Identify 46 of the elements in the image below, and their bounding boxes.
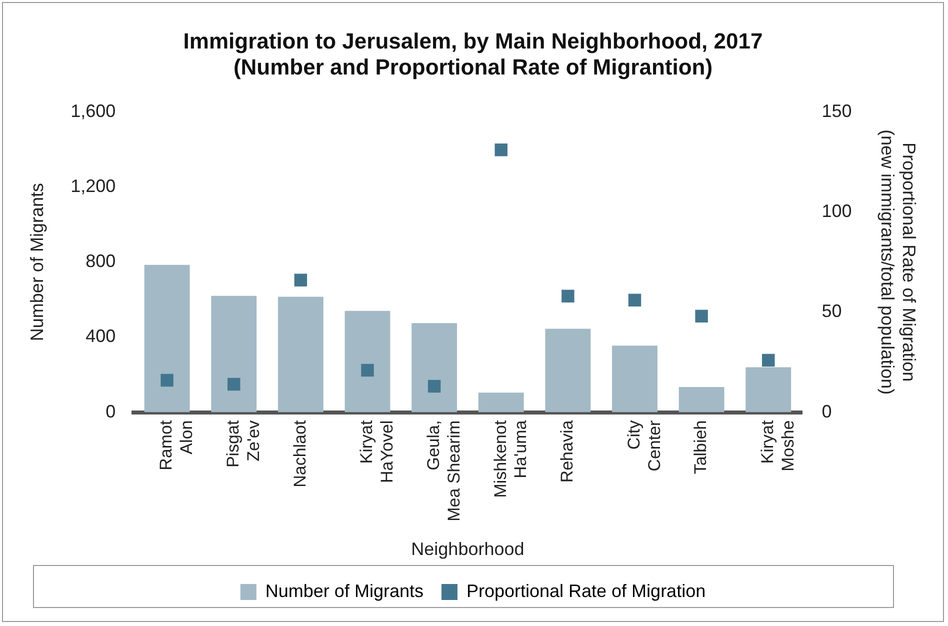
y-tick-label: 400 bbox=[86, 326, 116, 346]
y-tick-label: 800 bbox=[86, 251, 116, 272]
x-tick-label: Pisgat Ze'ev bbox=[224, 420, 263, 468]
point bbox=[628, 294, 642, 306]
y-axis-title: Number of Migrants bbox=[26, 183, 47, 342]
bar bbox=[746, 367, 792, 412]
y2-axis-title: Proportional Rate of Migration (new immigrants/total population) bbox=[878, 129, 920, 395]
x-axis-title: Neighborhood bbox=[411, 539, 524, 560]
point bbox=[361, 364, 374, 377]
bar bbox=[545, 328, 591, 412]
bar bbox=[412, 323, 458, 412]
bar bbox=[678, 386, 724, 412]
y-tick-label: 1,600 bbox=[70, 100, 116, 121]
x-tick-label: Kiryat Moshe bbox=[758, 420, 798, 472]
bar bbox=[211, 296, 257, 412]
point bbox=[160, 374, 174, 387]
bar bbox=[612, 346, 658, 412]
x-tick-label: Talbieh bbox=[691, 420, 710, 474]
y2-tick-label: 50 bbox=[822, 301, 842, 322]
x-tick-label: City Center bbox=[624, 420, 664, 472]
x-tick-label: Ramot Alon bbox=[156, 420, 196, 470]
point bbox=[695, 310, 708, 323]
y2-tick-label: 150 bbox=[822, 100, 852, 121]
bar bbox=[278, 296, 324, 412]
legend-label: Proportional Rate of Migration bbox=[466, 580, 706, 601]
point bbox=[762, 354, 775, 367]
point bbox=[294, 274, 308, 286]
point bbox=[494, 144, 508, 156]
bar bbox=[144, 264, 190, 412]
y2-tick-label: 100 bbox=[822, 200, 852, 221]
y-tick-label: 1,200 bbox=[70, 176, 116, 196]
point bbox=[228, 378, 240, 391]
x-tick-label: Mishkenot Ha'uma bbox=[490, 420, 530, 498]
x-tick-label: Kiryat HaYovel bbox=[357, 420, 397, 484]
y-tick-label: 0 bbox=[106, 401, 116, 422]
point bbox=[428, 380, 441, 393]
bar bbox=[344, 310, 390, 412]
y2-tick-label: 0 bbox=[822, 401, 832, 422]
x-tick-label: Rehavia bbox=[558, 420, 577, 483]
chart-subtitle: (Number and Proportional Rate of Migrantion) bbox=[233, 54, 713, 80]
legend-label: Number of Migrants bbox=[265, 580, 424, 601]
point bbox=[562, 290, 574, 302]
chart-title: Immigration to Jerusalem, by Main Neighborhood, 2017 bbox=[183, 28, 763, 54]
x-tick-label: Nachlaot bbox=[290, 420, 310, 488]
x-tick-label: Geula, Mea Shearim bbox=[424, 420, 464, 522]
bar bbox=[478, 392, 524, 412]
